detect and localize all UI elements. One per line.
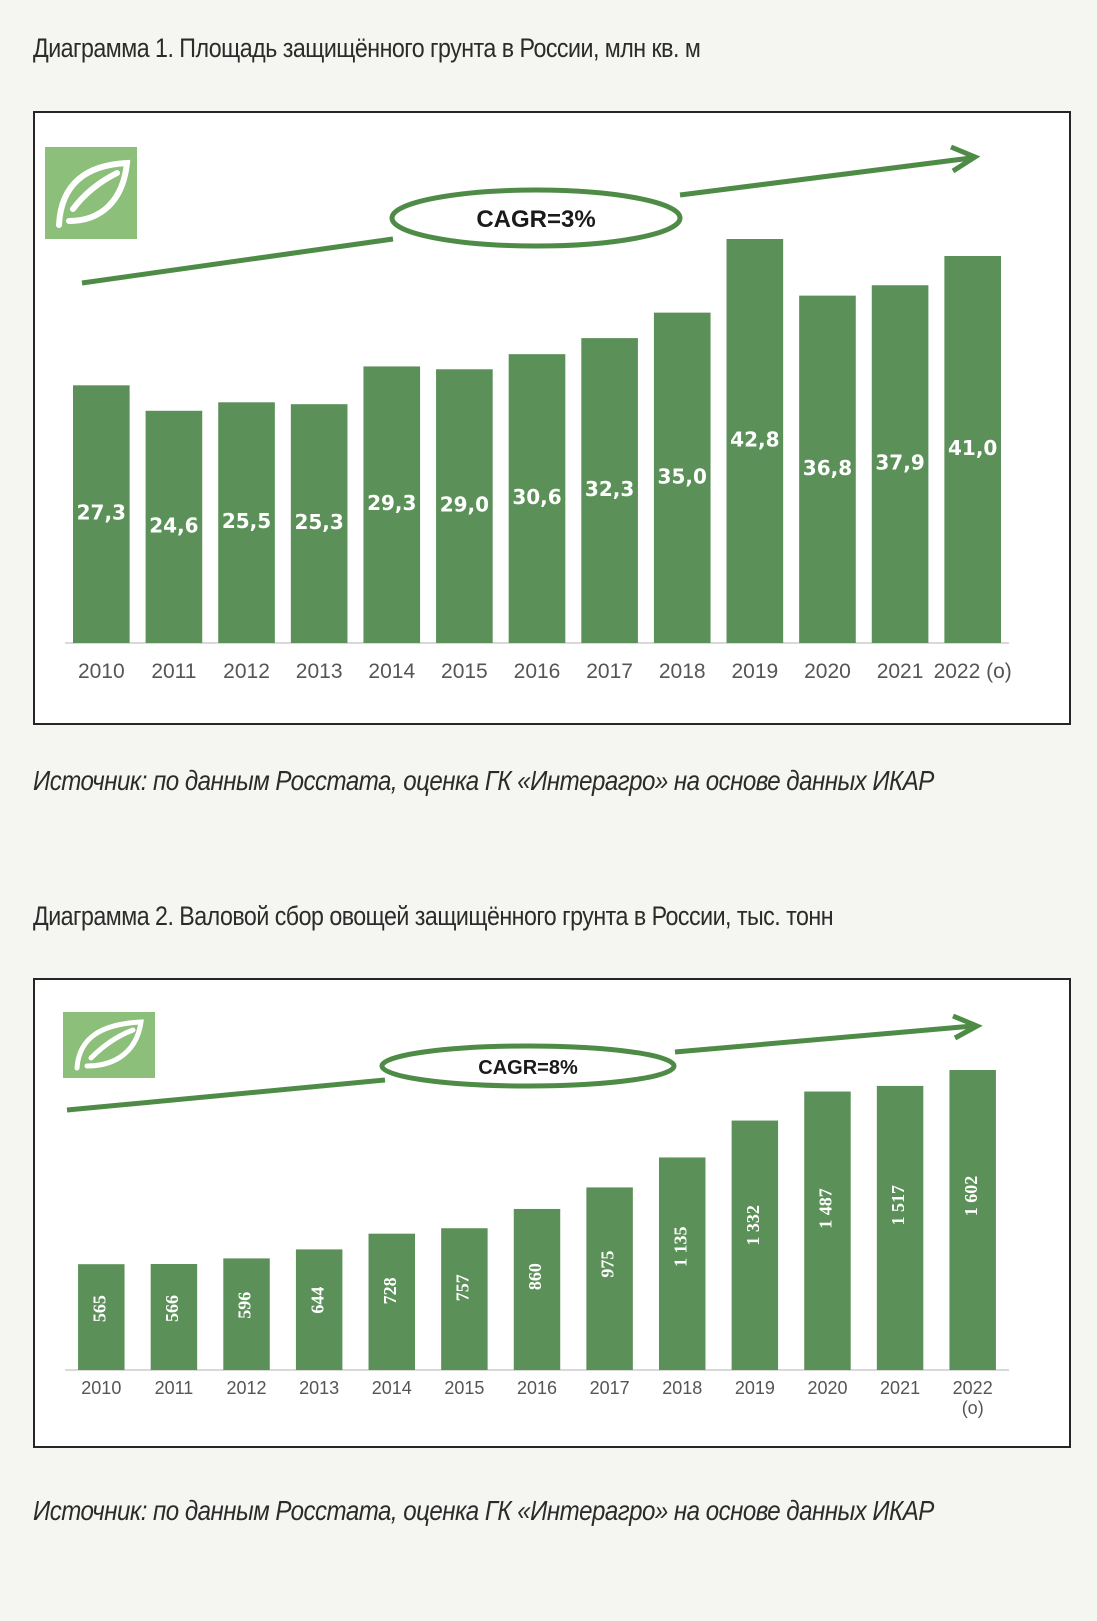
chart1-bar-2012 — [218, 402, 275, 643]
chart1-value-label: 27,3 — [77, 501, 126, 525]
chart1-bar-2013 — [290, 404, 348, 643]
chart2-bar-2017 — [586, 1187, 633, 1370]
chart2-cagr-badge: CAGR=8% — [379, 1043, 677, 1089]
chart1-x-tick-label: 2019 — [731, 660, 778, 683]
chart2-bar-2020 — [804, 1091, 851, 1370]
chart2-value-label: 975 — [598, 1251, 618, 1278]
chart2-value-label: 1 487 — [816, 1188, 836, 1229]
chart1-frame: CAGR=3% 27,3 2010 24,6 2011 25,5 2012 25,3 2013… — [33, 111, 1071, 725]
chart2-x-tick-label: 2018 — [662, 1378, 702, 1398]
chart1-x-tick-label: 2021 — [877, 660, 924, 683]
chart2-x-tick-label: 2021 — [880, 1378, 920, 1398]
chart2-x-tick-label: 2012 — [227, 1378, 267, 1398]
chart2-bar-2021 — [876, 1085, 924, 1370]
chart1-bar-2022 — [944, 255, 1002, 643]
chart2-value-label: 565 — [89, 1295, 109, 1322]
chart1-cagr-badge: CAGR=3% — [389, 187, 683, 249]
chart2-source: Источник: по данным Росстата, оценка ГК … — [33, 1495, 934, 1526]
chart1-x-tick-label: 2022 (о) — [934, 660, 1012, 683]
chart1-x-tick-label: 2020 — [804, 660, 851, 683]
chart1-value-label: 41,0 — [948, 436, 997, 460]
chart2-value-label: 1 602 — [961, 1176, 981, 1217]
chart2-x-tick-label: 2010 — [81, 1378, 121, 1398]
chart1-x-tick-label: 2015 — [441, 660, 488, 683]
chart1-value-label: 24,6 — [149, 513, 198, 537]
chart1-value-label: 32,3 — [585, 477, 634, 501]
chart2-bar-2013 — [295, 1249, 343, 1370]
chart2-x-tick-label: 2019 — [735, 1378, 775, 1398]
chart1-bar-2016 — [508, 354, 566, 643]
chart1-bars: 27,3 2010 24,6 2011 25,5 2012 25,3 2013 29,3 2014… — [72, 239, 1012, 683]
chart1-bar-2014 — [363, 366, 421, 643]
chart1-value-label: 29,3 — [367, 491, 416, 515]
chart2-title: Диаграмма 2. Валовой сбор овощей защищён… — [33, 901, 834, 931]
chart2-x-tick-label: 2020 — [807, 1378, 847, 1398]
chart1-bar-2019 — [726, 239, 784, 643]
chart2-svg: CAGR=8% 565 2010 566 2011 596 2012 644 2013 728 2… — [45, 990, 1059, 1436]
chart1-x-tick-label: 2016 — [514, 660, 561, 683]
chart1-x-tick-label: 2011 — [151, 660, 196, 683]
chart1-value-label: 42,8 — [730, 428, 779, 452]
chart2-cagr-label: CAGR=8% — [478, 1057, 578, 1079]
chart1-value-label: 36,8 — [803, 456, 852, 480]
chart1-title: Диаграмма 1. Площадь защищённого грунта … — [33, 33, 701, 63]
chart2-trend-arrow — [66, 1013, 983, 1113]
chart2-x-tick-label: 2014 — [372, 1378, 412, 1398]
chart1-source: Источник: по данным Росстата, оценка ГК … — [33, 765, 934, 796]
chart2-x-tick-label: 2017 — [590, 1378, 630, 1398]
chart1-x-tick-label: 2017 — [586, 660, 633, 683]
chart1-value-label: 25,5 — [222, 509, 271, 533]
chart2-x-tick-label: 2013 — [299, 1378, 339, 1398]
chart1-value-label: 35,0 — [658, 464, 707, 488]
chart2-x-tick-label: 2022 (о) — [953, 1378, 993, 1418]
chart2-value-label: 596 — [235, 1292, 255, 1319]
chart1-x-tick-label: 2012 — [223, 660, 270, 683]
chart2-value-label: 566 — [162, 1295, 182, 1322]
chart1-value-label: 25,3 — [294, 510, 343, 534]
chart2-bar-2015 — [441, 1228, 488, 1370]
chart2-bar-2010 — [78, 1264, 125, 1370]
chart1-leaf-logo-icon — [45, 147, 137, 239]
chart1-bar-2010 — [72, 385, 130, 643]
chart1-bar-2021 — [871, 285, 929, 643]
chart1-bar-2017 — [581, 338, 638, 643]
chart2-bar-2018 — [658, 1157, 706, 1370]
chart2-x-tick-label: 2011 — [155, 1378, 194, 1398]
chart2-value-label: 1 517 — [888, 1185, 908, 1226]
chart2-leaf-logo-icon — [63, 1012, 155, 1078]
chart1-trend-arrow — [81, 144, 981, 286]
chart2-bar-2016 — [513, 1208, 561, 1370]
chart1-svg: CAGR=3% 27,3 2010 24,6 2011 25,5 2012 25,3 2013… — [45, 123, 1059, 713]
chart1-x-tick-label: 2018 — [659, 660, 706, 683]
chart2-bar-2022 — [949, 1070, 996, 1370]
chart1-value-label: 29,0 — [440, 493, 489, 517]
chart2-bar-2011 — [150, 1264, 198, 1370]
chart1-x-tick-label: 2010 — [78, 660, 125, 683]
chart1-value-label: 37,9 — [875, 451, 924, 475]
chart1-cagr-label: CAGR=3% — [476, 206, 595, 233]
chart1-bar-2015 — [436, 369, 493, 643]
chart2-x-tick-label: 2016 — [517, 1378, 557, 1398]
chart1-bar-2018 — [653, 312, 711, 643]
chart2-value-label: 644 — [307, 1287, 327, 1314]
chart1-value-label: 30,6 — [512, 485, 561, 509]
chart1-bar-2011 — [145, 410, 203, 643]
chart2-frame: CAGR=8% 565 2010 566 2011 596 2012 644 2013 728 2… — [33, 978, 1071, 1448]
chart2-value-label: 757 — [453, 1274, 473, 1301]
chart2-bars: 565 2010 566 2011 596 2012 644 2013 728 2014 757 20… — [78, 1070, 996, 1418]
chart1-x-tick-label: 2013 — [296, 660, 343, 683]
chart2-bar-2012 — [223, 1258, 270, 1370]
chart2-bar-2019 — [731, 1120, 779, 1370]
chart2-x-tick-label: 2015 — [444, 1378, 484, 1398]
chart2-value-label: 728 — [380, 1277, 400, 1304]
chart2-bar-2014 — [368, 1233, 416, 1370]
chart2-value-label: 860 — [525, 1263, 545, 1290]
chart1-x-tick-label: 2014 — [368, 660, 415, 683]
chart2-value-label: 1 135 — [670, 1226, 690, 1267]
chart1-bar-2020 — [799, 295, 856, 643]
chart2-value-label: 1 332 — [743, 1205, 763, 1246]
